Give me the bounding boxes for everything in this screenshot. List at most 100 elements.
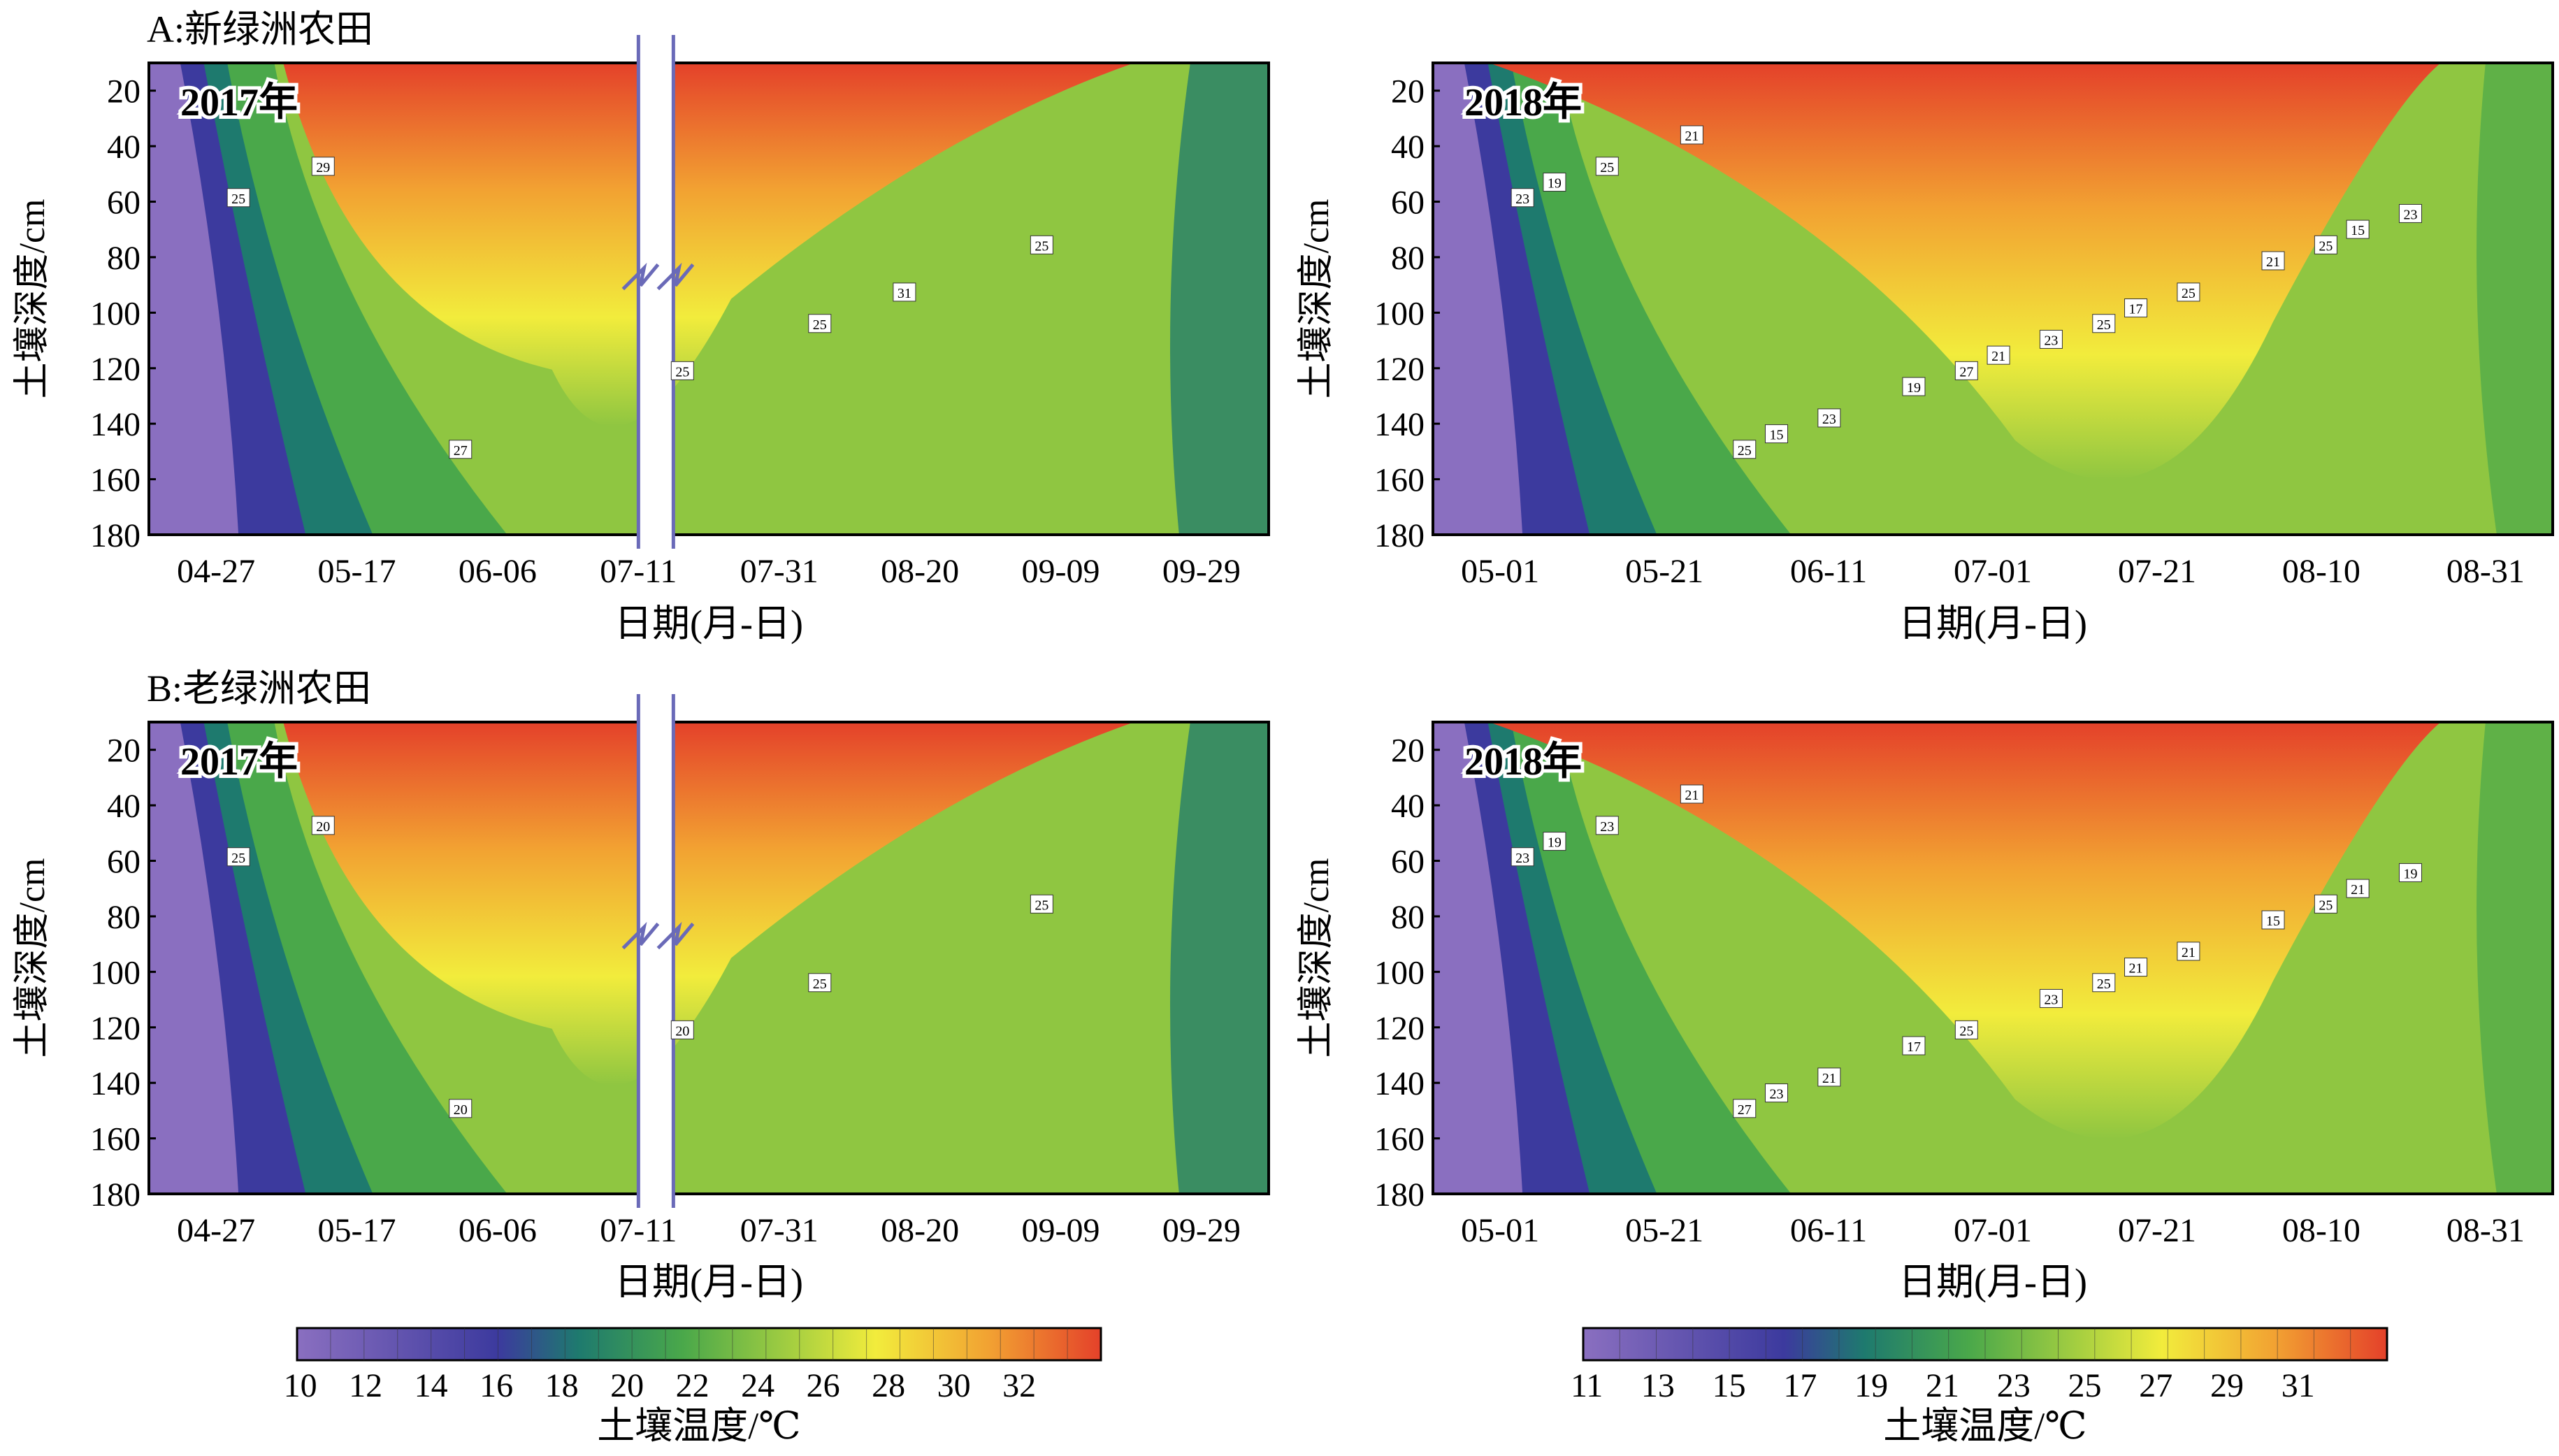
y-tick-label: 80: [1391, 240, 1425, 277]
panel-1: 20 40 60 80 100 120 140 160 180 04-27 05-17 06-06 07…: [13, 8, 1270, 644]
contour-label: 15: [2261, 910, 2285, 930]
contour-label: 25: [226, 188, 250, 208]
contour-label-text: 21: [1685, 788, 1699, 803]
x-axis-label: 日期(月-日): [1898, 603, 2087, 644]
plot-frame: [1432, 721, 2554, 1195]
axis-break-gap: [638, 694, 674, 1208]
colorbar-tick-label: 10: [284, 1367, 317, 1404]
panel-3: 20 40 60 80 100 120 140 160 180 04-27 05-17 06-06 07…: [13, 668, 1270, 1303]
contour-label: 23: [1511, 847, 1534, 867]
colorbar-tick-label: 26: [807, 1367, 840, 1404]
contour-label-text: 20: [316, 819, 330, 835]
autumn-cooling-band: [2477, 722, 2553, 1194]
x-tick-label: 08-31: [2446, 553, 2525, 590]
year-label: 2018年: [1464, 81, 1582, 124]
colorbar-tick-label: 21: [1926, 1367, 1959, 1404]
y-tick-label: 60: [107, 185, 140, 222]
contour-label: 17: [1902, 1036, 1926, 1055]
contour-label-text: 25: [2097, 317, 2111, 333]
x-tick-label: 08-10: [2282, 1212, 2360, 1249]
contour-label: 27: [449, 440, 473, 459]
y-tick-label: 60: [1391, 185, 1425, 222]
contour-label: 25: [2314, 894, 2337, 914]
colorbar-tick-label: 18: [545, 1367, 579, 1404]
contour-label-text: 23: [1515, 192, 1529, 207]
contour-label-text: 15: [1769, 428, 1783, 443]
contour-label-text: 31: [898, 286, 911, 301]
contour-label-text: 25: [231, 192, 245, 207]
axis-break-zigzag: [621, 921, 660, 950]
y-tick-label: 60: [1391, 844, 1425, 881]
contour-label-text: 21: [2129, 961, 2143, 976]
contour-label: 20: [670, 1020, 694, 1039]
x-tick-label: 08-20: [881, 553, 959, 590]
contour-label: 23: [2039, 988, 2063, 1008]
contour-label: 25: [808, 973, 832, 993]
contour-label: 31: [893, 282, 916, 302]
x-tick-label: 08-31: [2446, 1212, 2525, 1249]
contour-label: 25: [2092, 314, 2116, 333]
x-tick-label: 07-31: [740, 1212, 819, 1249]
x-tick-label: 04-27: [177, 1212, 255, 1249]
contour-label-text: 25: [675, 364, 689, 380]
warm-region: [1489, 722, 2441, 1139]
colorbar-tick-label: 29: [2210, 1367, 2244, 1404]
x-tick-label: 09-09: [1021, 1212, 1100, 1249]
axis-break-zigzag: [621, 262, 660, 291]
contour-label: 21: [1817, 1067, 1841, 1087]
contour-label: 15: [1764, 424, 1788, 444]
cold-band-4: [1433, 722, 1523, 1194]
cold-band-4: [1433, 63, 1523, 535]
contour-label-text: 25: [1035, 238, 1048, 254]
x-tick-label: 09-29: [1162, 1212, 1241, 1249]
contour-label-text: 21: [1685, 129, 1699, 144]
contour-label-text: 19: [2403, 866, 2417, 881]
contour-label: 25: [1595, 157, 1619, 176]
y-tick-label: 40: [1391, 788, 1425, 825]
year-label: 2017年: [180, 740, 298, 784]
contour-label: 19: [1902, 377, 1926, 396]
autumn-cooling-band: [1170, 722, 1269, 1194]
contour-label-text: 20: [675, 1023, 689, 1039]
y-tick-label: 40: [107, 788, 140, 825]
contour-label: 27: [1954, 361, 1978, 380]
contour-label: 25: [1030, 235, 1053, 254]
colorbar-label: 土壤温度/℃: [597, 1405, 800, 1447]
contour-label: 15: [2346, 219, 2370, 239]
y-tick-label: 80: [107, 240, 140, 277]
contour-label-text: 27: [454, 443, 468, 459]
contour-label-text: 23: [1515, 851, 1529, 866]
row-label: B:老绿洲农田: [147, 668, 371, 709]
contour-label: 21: [1680, 784, 1703, 804]
colorbar-tick-label: 20: [610, 1367, 644, 1404]
x-tick-label: 07-01: [1954, 553, 2032, 590]
y-tick-label: 140: [1374, 1065, 1425, 1102]
contour-label: 21: [1680, 125, 1703, 145]
y-axis-label: 土壤深度/cm: [1297, 199, 1336, 399]
x-tick-label: 05-21: [1625, 1212, 1703, 1249]
contour-label: 23: [1764, 1083, 1788, 1103]
contour-label: 19: [1543, 173, 1566, 192]
contour-label: 21: [1987, 345, 2010, 365]
x-tick-label: 04-27: [177, 553, 255, 590]
contour-label: 17: [2124, 298, 2148, 318]
colorbar-tick-label: 11: [1571, 1367, 1603, 1404]
x-tick-label: 08-10: [2282, 553, 2360, 590]
contour-label-text: 15: [2351, 223, 2365, 238]
x-tick-label: 06-06: [459, 1212, 537, 1249]
colorbar-tick-label: 17: [1783, 1367, 1817, 1404]
row-label: A:新绿洲农田: [147, 8, 373, 50]
x-axis-label: 日期(月-日): [614, 603, 803, 644]
y-tick-label: 180: [1374, 517, 1425, 554]
contour-label-text: 23: [1769, 1087, 1783, 1102]
contour-label-text: 21: [2266, 254, 2280, 270]
contour-label: 19: [2398, 863, 2422, 882]
y-tick-label: 40: [1391, 129, 1425, 166]
contour-label-text: 17: [2129, 302, 2143, 317]
y-tick-label: 100: [1374, 954, 1425, 991]
contour-label-text: 23: [2044, 333, 2058, 348]
cold-band-4: [149, 63, 239, 535]
contour-label: 25: [808, 314, 832, 333]
x-tick-label: 07-11: [600, 553, 677, 590]
contour-label-text: 19: [1548, 176, 1562, 192]
